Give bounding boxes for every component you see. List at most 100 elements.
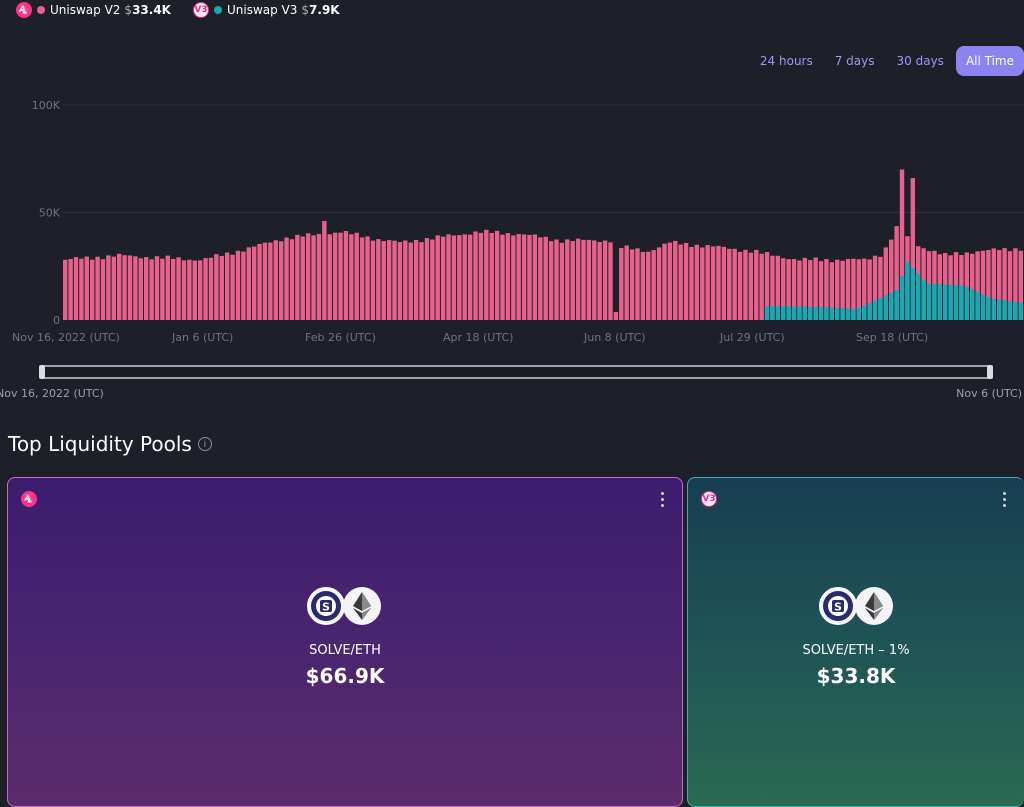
v3-bar <box>883 295 889 320</box>
v3-bar <box>921 280 926 320</box>
more-options-icon[interactable] <box>661 489 664 510</box>
tab-all-time[interactable]: All Time <box>955 46 1024 76</box>
v3-bar <box>970 289 975 320</box>
v2-bar <box>376 239 381 320</box>
v2-bar <box>84 256 89 320</box>
v3-bar <box>959 285 964 320</box>
more-options-icon[interactable] <box>1003 489 1006 510</box>
legend-value: 7.9K <box>309 3 340 17</box>
v2-bar <box>446 234 451 320</box>
v3-bar <box>975 292 980 320</box>
v2-bar <box>208 257 214 320</box>
v2-bar <box>662 243 667 320</box>
tab-24-hours[interactable]: 24 hours <box>759 54 813 68</box>
v2-bar <box>138 258 143 320</box>
v2-bar <box>667 242 673 320</box>
v2-bar <box>878 256 883 320</box>
v2-bar <box>397 242 403 320</box>
v2-bar <box>802 257 808 320</box>
v2-bar <box>257 243 262 320</box>
pool-pair-name: SOLVE/ETH <box>309 643 381 658</box>
pair-icons: S <box>819 587 893 625</box>
v2-bar <box>721 246 727 320</box>
solve-token-icon: S <box>307 587 345 625</box>
v2-bar <box>100 259 106 320</box>
v2-bar <box>187 259 192 320</box>
legend-dot-v3 <box>213 6 222 14</box>
v2-bar <box>392 240 397 320</box>
tab-7-days[interactable]: 7 days <box>834 54 875 68</box>
v3-bar <box>840 308 845 320</box>
v2-bar <box>851 258 856 320</box>
v2-bar <box>700 247 705 320</box>
v3-bar <box>1007 301 1013 320</box>
v2-bar <box>413 239 419 320</box>
pool-card[interactable]: 🦄 S SOLVE/ETH $66.9K <box>7 477 683 807</box>
v3-bar <box>775 306 781 320</box>
chart-legend: 🦄 Uniswap V2 $33.4K V3 Uniswap V3 $7.9K <box>16 2 362 18</box>
info-icon[interactable]: i <box>197 437 212 451</box>
v2-bar <box>403 240 408 320</box>
time-range-tabs: 24 hours 7 days 30 days All Time <box>748 46 1024 76</box>
v3-bar <box>910 268 916 320</box>
range-slider[interactable] <box>39 365 993 379</box>
tab-30-days[interactable]: 30 days <box>896 54 944 68</box>
v2-bar <box>489 233 494 320</box>
v2-bar <box>106 255 111 320</box>
section-title-text: Top Liquidity Pools <box>8 432 192 456</box>
v2-bar <box>592 240 597 320</box>
v2-bar <box>219 255 224 320</box>
v2-bar <box>500 234 505 320</box>
v3-bar <box>872 300 878 320</box>
v2-bar <box>835 259 840 320</box>
v2-bar <box>478 232 484 320</box>
v3-bar <box>781 306 786 320</box>
v2-bar <box>430 239 435 320</box>
v3-bar <box>878 297 883 320</box>
v2-bar <box>786 259 791 320</box>
v2-bar <box>284 237 289 320</box>
v2-bar <box>646 251 651 320</box>
v2-bar <box>705 245 710 320</box>
v2-bar <box>451 235 457 320</box>
v2-bar <box>235 250 241 320</box>
v2-bar <box>629 249 635 320</box>
v2-bar <box>678 244 683 320</box>
x-tick-label: Jan 6 (UTC) <box>171 331 233 344</box>
v2-bar <box>289 239 295 320</box>
v2-bar <box>716 245 721 320</box>
v2-bar <box>122 255 127 320</box>
slider-handle-start[interactable] <box>39 365 45 379</box>
legend-item-uniswap-v2[interactable]: 🦄 Uniswap V2 $33.4K <box>16 2 171 18</box>
v2-bar <box>262 242 268 320</box>
pool-card[interactable]: V3 S SOLVE/ETH – 1% $33.8K <box>687 477 1024 807</box>
v2-bar <box>770 255 775 320</box>
v3-bar <box>824 307 829 320</box>
v3-bar <box>851 309 856 320</box>
x-tick-label: Jul 29 (UTC) <box>719 331 785 344</box>
x-tick-label: Nov 16, 2022 (UTC) <box>12 331 120 344</box>
slider-handle-end[interactable] <box>987 365 993 379</box>
legend-item-uniswap-v3[interactable]: V3 Uniswap V3 $7.9K <box>192 2 340 18</box>
v2-bar <box>737 251 743 320</box>
pair-icons: S <box>307 587 381 625</box>
v2-bar <box>1002 248 1007 320</box>
v2-bar <box>1013 248 1018 320</box>
v2-bar <box>149 259 154 320</box>
v2-bar <box>818 261 824 320</box>
v2-bar <box>581 239 586 320</box>
v2-bar <box>127 255 133 320</box>
v2-bar <box>889 239 894 320</box>
v2-bar <box>95 256 100 320</box>
v2-bar <box>975 251 980 320</box>
v2-bar <box>829 262 835 320</box>
v2-bar <box>230 254 235 320</box>
v2-bar <box>689 247 694 320</box>
v2-bar <box>349 234 354 320</box>
v2-bar <box>192 260 197 320</box>
section-title: Top Liquidity Pools i <box>8 432 212 456</box>
v2-bar <box>273 240 278 320</box>
v2-bar <box>327 234 332 320</box>
v2-bar <box>532 234 538 320</box>
v3-bar <box>862 305 867 320</box>
